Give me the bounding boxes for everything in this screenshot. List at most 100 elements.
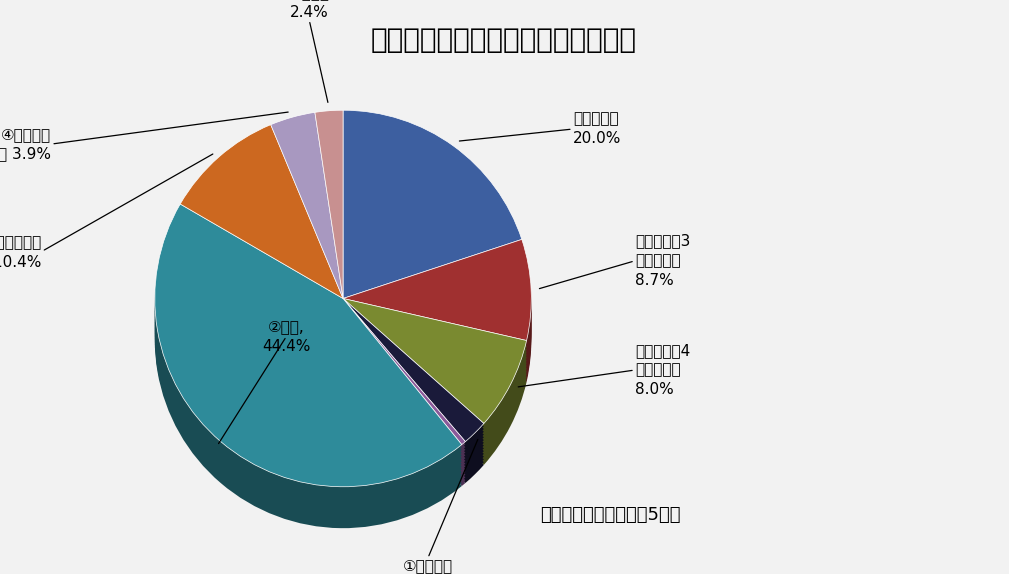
Wedge shape [343, 337, 527, 462]
Text: ①一般事務
所 2.2%: ①一般事務 所 2.2% [402, 559, 454, 574]
Wedge shape [343, 146, 522, 335]
Wedge shape [270, 145, 343, 332]
Wedge shape [343, 315, 465, 461]
Wedge shape [154, 226, 462, 509]
Wedge shape [154, 218, 462, 501]
Wedge shape [343, 318, 527, 443]
Text: 共同住宅（4
階建以上）
8.0%: 共同住宅（4 階建以上） 8.0% [635, 343, 690, 397]
Wedge shape [154, 229, 462, 511]
Wedge shape [315, 113, 343, 301]
Wedge shape [343, 267, 532, 368]
Wedge shape [343, 152, 522, 340]
Wedge shape [343, 315, 484, 458]
Wedge shape [343, 329, 484, 472]
Wedge shape [343, 312, 465, 459]
Wedge shape [343, 132, 522, 320]
Wedge shape [343, 318, 484, 461]
Wedge shape [343, 253, 532, 354]
Wedge shape [270, 154, 343, 340]
Wedge shape [343, 262, 532, 363]
Wedge shape [181, 155, 343, 329]
Wedge shape [343, 335, 527, 459]
Wedge shape [270, 143, 343, 329]
Wedge shape [154, 237, 462, 520]
Wedge shape [343, 298, 465, 445]
Wedge shape [343, 113, 522, 301]
Wedge shape [343, 248, 532, 349]
Wedge shape [343, 301, 484, 444]
Wedge shape [181, 149, 343, 323]
Wedge shape [154, 243, 462, 525]
Wedge shape [343, 298, 484, 441]
Wedge shape [343, 130, 522, 318]
Wedge shape [343, 323, 527, 448]
Wedge shape [343, 340, 484, 483]
Wedge shape [181, 152, 343, 326]
Wedge shape [181, 127, 343, 301]
Wedge shape [343, 124, 522, 312]
Wedge shape [154, 220, 462, 503]
Wedge shape [343, 304, 484, 447]
Wedge shape [154, 212, 462, 495]
Wedge shape [343, 304, 465, 450]
Wedge shape [343, 141, 522, 329]
Wedge shape [343, 326, 484, 469]
Wedge shape [270, 129, 343, 315]
Wedge shape [315, 135, 343, 323]
Wedge shape [181, 138, 343, 312]
Wedge shape [181, 161, 343, 335]
Wedge shape [315, 138, 343, 326]
Wedge shape [343, 326, 465, 472]
Wedge shape [343, 320, 465, 467]
Wedge shape [315, 149, 343, 337]
Wedge shape [343, 323, 484, 467]
Text: 総数　４１４件（令和5年）: 総数 ４１４件（令和5年） [540, 506, 680, 524]
Wedge shape [270, 121, 343, 307]
Wedge shape [315, 116, 343, 304]
Wedge shape [343, 337, 465, 483]
Wedge shape [343, 340, 527, 465]
Wedge shape [315, 130, 343, 318]
Wedge shape [343, 110, 522, 298]
Wedge shape [343, 278, 532, 379]
Wedge shape [315, 132, 343, 320]
Wedge shape [343, 239, 532, 340]
Wedge shape [343, 264, 532, 366]
Wedge shape [343, 116, 522, 304]
Wedge shape [181, 144, 343, 318]
Wedge shape [154, 234, 462, 517]
Wedge shape [343, 127, 522, 315]
Wedge shape [343, 320, 484, 464]
Wedge shape [343, 320, 527, 445]
Wedge shape [343, 312, 484, 455]
Wedge shape [270, 148, 343, 335]
Wedge shape [270, 140, 343, 326]
Wedge shape [343, 332, 465, 478]
Wedge shape [315, 146, 343, 335]
Wedge shape [181, 125, 343, 298]
Wedge shape [343, 144, 522, 332]
Wedge shape [154, 210, 462, 492]
Wedge shape [270, 123, 343, 309]
Wedge shape [343, 135, 522, 323]
Wedge shape [343, 250, 532, 352]
Text: ②商店,
44.4%: ②商店, 44.4% [262, 319, 311, 354]
Wedge shape [315, 118, 343, 307]
Wedge shape [181, 164, 343, 337]
Text: ④金融機関
等 3.9%: ④金融機関 等 3.9% [0, 127, 51, 161]
Wedge shape [343, 309, 527, 435]
Wedge shape [343, 307, 465, 453]
Wedge shape [343, 315, 527, 440]
Wedge shape [154, 204, 462, 487]
Wedge shape [343, 312, 527, 437]
Wedge shape [343, 259, 532, 360]
Wedge shape [343, 273, 532, 374]
Wedge shape [270, 134, 343, 320]
Wedge shape [181, 147, 343, 320]
Text: ⑤その他
2.4%: ⑤その他 2.4% [289, 0, 330, 20]
Wedge shape [343, 301, 527, 426]
Wedge shape [270, 113, 343, 298]
Wedge shape [343, 307, 527, 432]
Wedge shape [270, 118, 343, 304]
Wedge shape [315, 152, 343, 340]
